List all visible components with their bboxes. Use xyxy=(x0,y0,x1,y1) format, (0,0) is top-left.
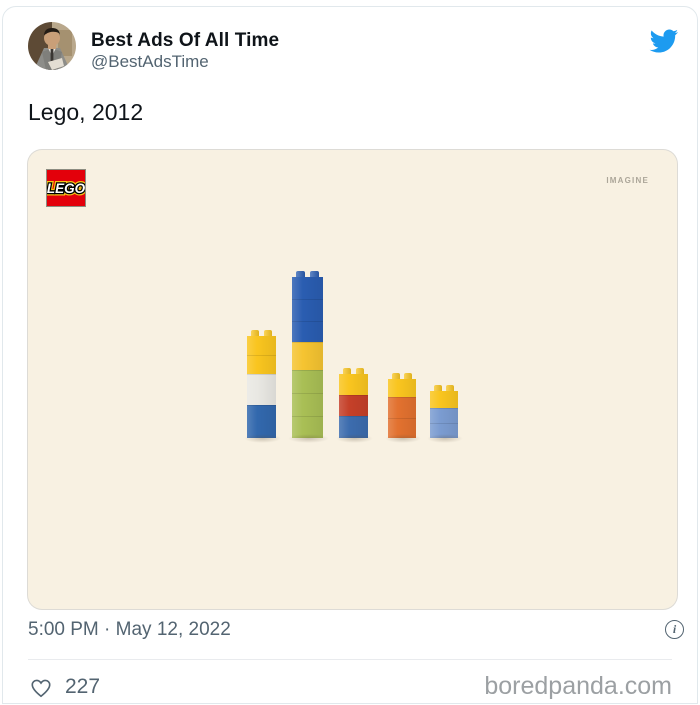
ad-image[interactable]: LEGO LEGO IMAGINE xyxy=(28,150,677,609)
lego-brick xyxy=(247,336,276,355)
brick-studs xyxy=(339,368,368,374)
lego-tower-bart xyxy=(335,368,374,443)
avatar[interactable] xyxy=(28,22,76,70)
lego-tower-homer xyxy=(243,330,282,443)
lego-brick xyxy=(247,405,276,438)
twitter-bird-glyph xyxy=(649,29,679,53)
lego-brick xyxy=(292,393,323,416)
lego-brick xyxy=(339,374,368,395)
heart-icon[interactable] xyxy=(30,677,52,699)
tower-shadow xyxy=(288,434,329,443)
lego-brick xyxy=(292,342,323,370)
info-icon[interactable]: i xyxy=(665,620,684,639)
lego-logo-glyph: LEGO LEGO xyxy=(47,179,85,199)
tower-shadow xyxy=(243,434,282,443)
lego-brick xyxy=(388,397,416,418)
lego-tower-marge xyxy=(288,271,329,443)
twitter-bird-icon[interactable] xyxy=(647,26,680,56)
lego-brick xyxy=(292,416,323,438)
tower-shadow xyxy=(335,434,374,443)
lego-brick xyxy=(247,355,276,374)
lego-logo: LEGO LEGO xyxy=(46,169,86,207)
lego-scene xyxy=(28,150,677,609)
lego-brick xyxy=(292,299,323,321)
imagine-tagline: IMAGINE xyxy=(606,176,649,185)
source-link[interactable]: boredpanda.com xyxy=(484,672,672,700)
lego-brick xyxy=(388,379,416,397)
lego-brick xyxy=(430,391,458,408)
lego-tower-maggie xyxy=(426,385,464,443)
avatar-portrait xyxy=(28,22,76,70)
tower-shadow xyxy=(426,434,464,443)
lego-brick xyxy=(292,277,323,299)
lego-brick xyxy=(339,395,368,416)
author-name[interactable]: Best Ads Of All Time xyxy=(91,30,280,51)
divider xyxy=(28,659,672,660)
tweet-text: Lego, 2012 xyxy=(28,99,144,125)
lego-brick xyxy=(292,370,323,393)
tweet-card: Best Ads Of All Time @BestAdsTime Lego, … xyxy=(2,6,698,704)
brick-studs xyxy=(388,373,416,379)
lego-brick xyxy=(292,321,323,342)
brick-studs xyxy=(292,271,323,277)
like-count[interactable]: 227 xyxy=(65,675,101,698)
brick-studs xyxy=(247,330,276,336)
lego-tower-lisa xyxy=(384,373,422,443)
svg-text:LEGO: LEGO xyxy=(47,181,85,196)
brick-studs xyxy=(430,385,458,391)
timestamp: 5:00 PM · May 12, 2022 xyxy=(28,619,231,640)
lego-brick xyxy=(247,374,276,405)
lego-brick xyxy=(430,423,458,438)
svg-text:LEGO: LEGO xyxy=(47,181,85,196)
heart-glyph xyxy=(31,679,51,698)
author-handle[interactable]: @BestAdsTime xyxy=(91,52,209,71)
lego-brick xyxy=(339,416,368,438)
tower-shadow xyxy=(384,434,422,443)
lego-brick xyxy=(430,408,458,423)
lego-brick xyxy=(388,418,416,438)
